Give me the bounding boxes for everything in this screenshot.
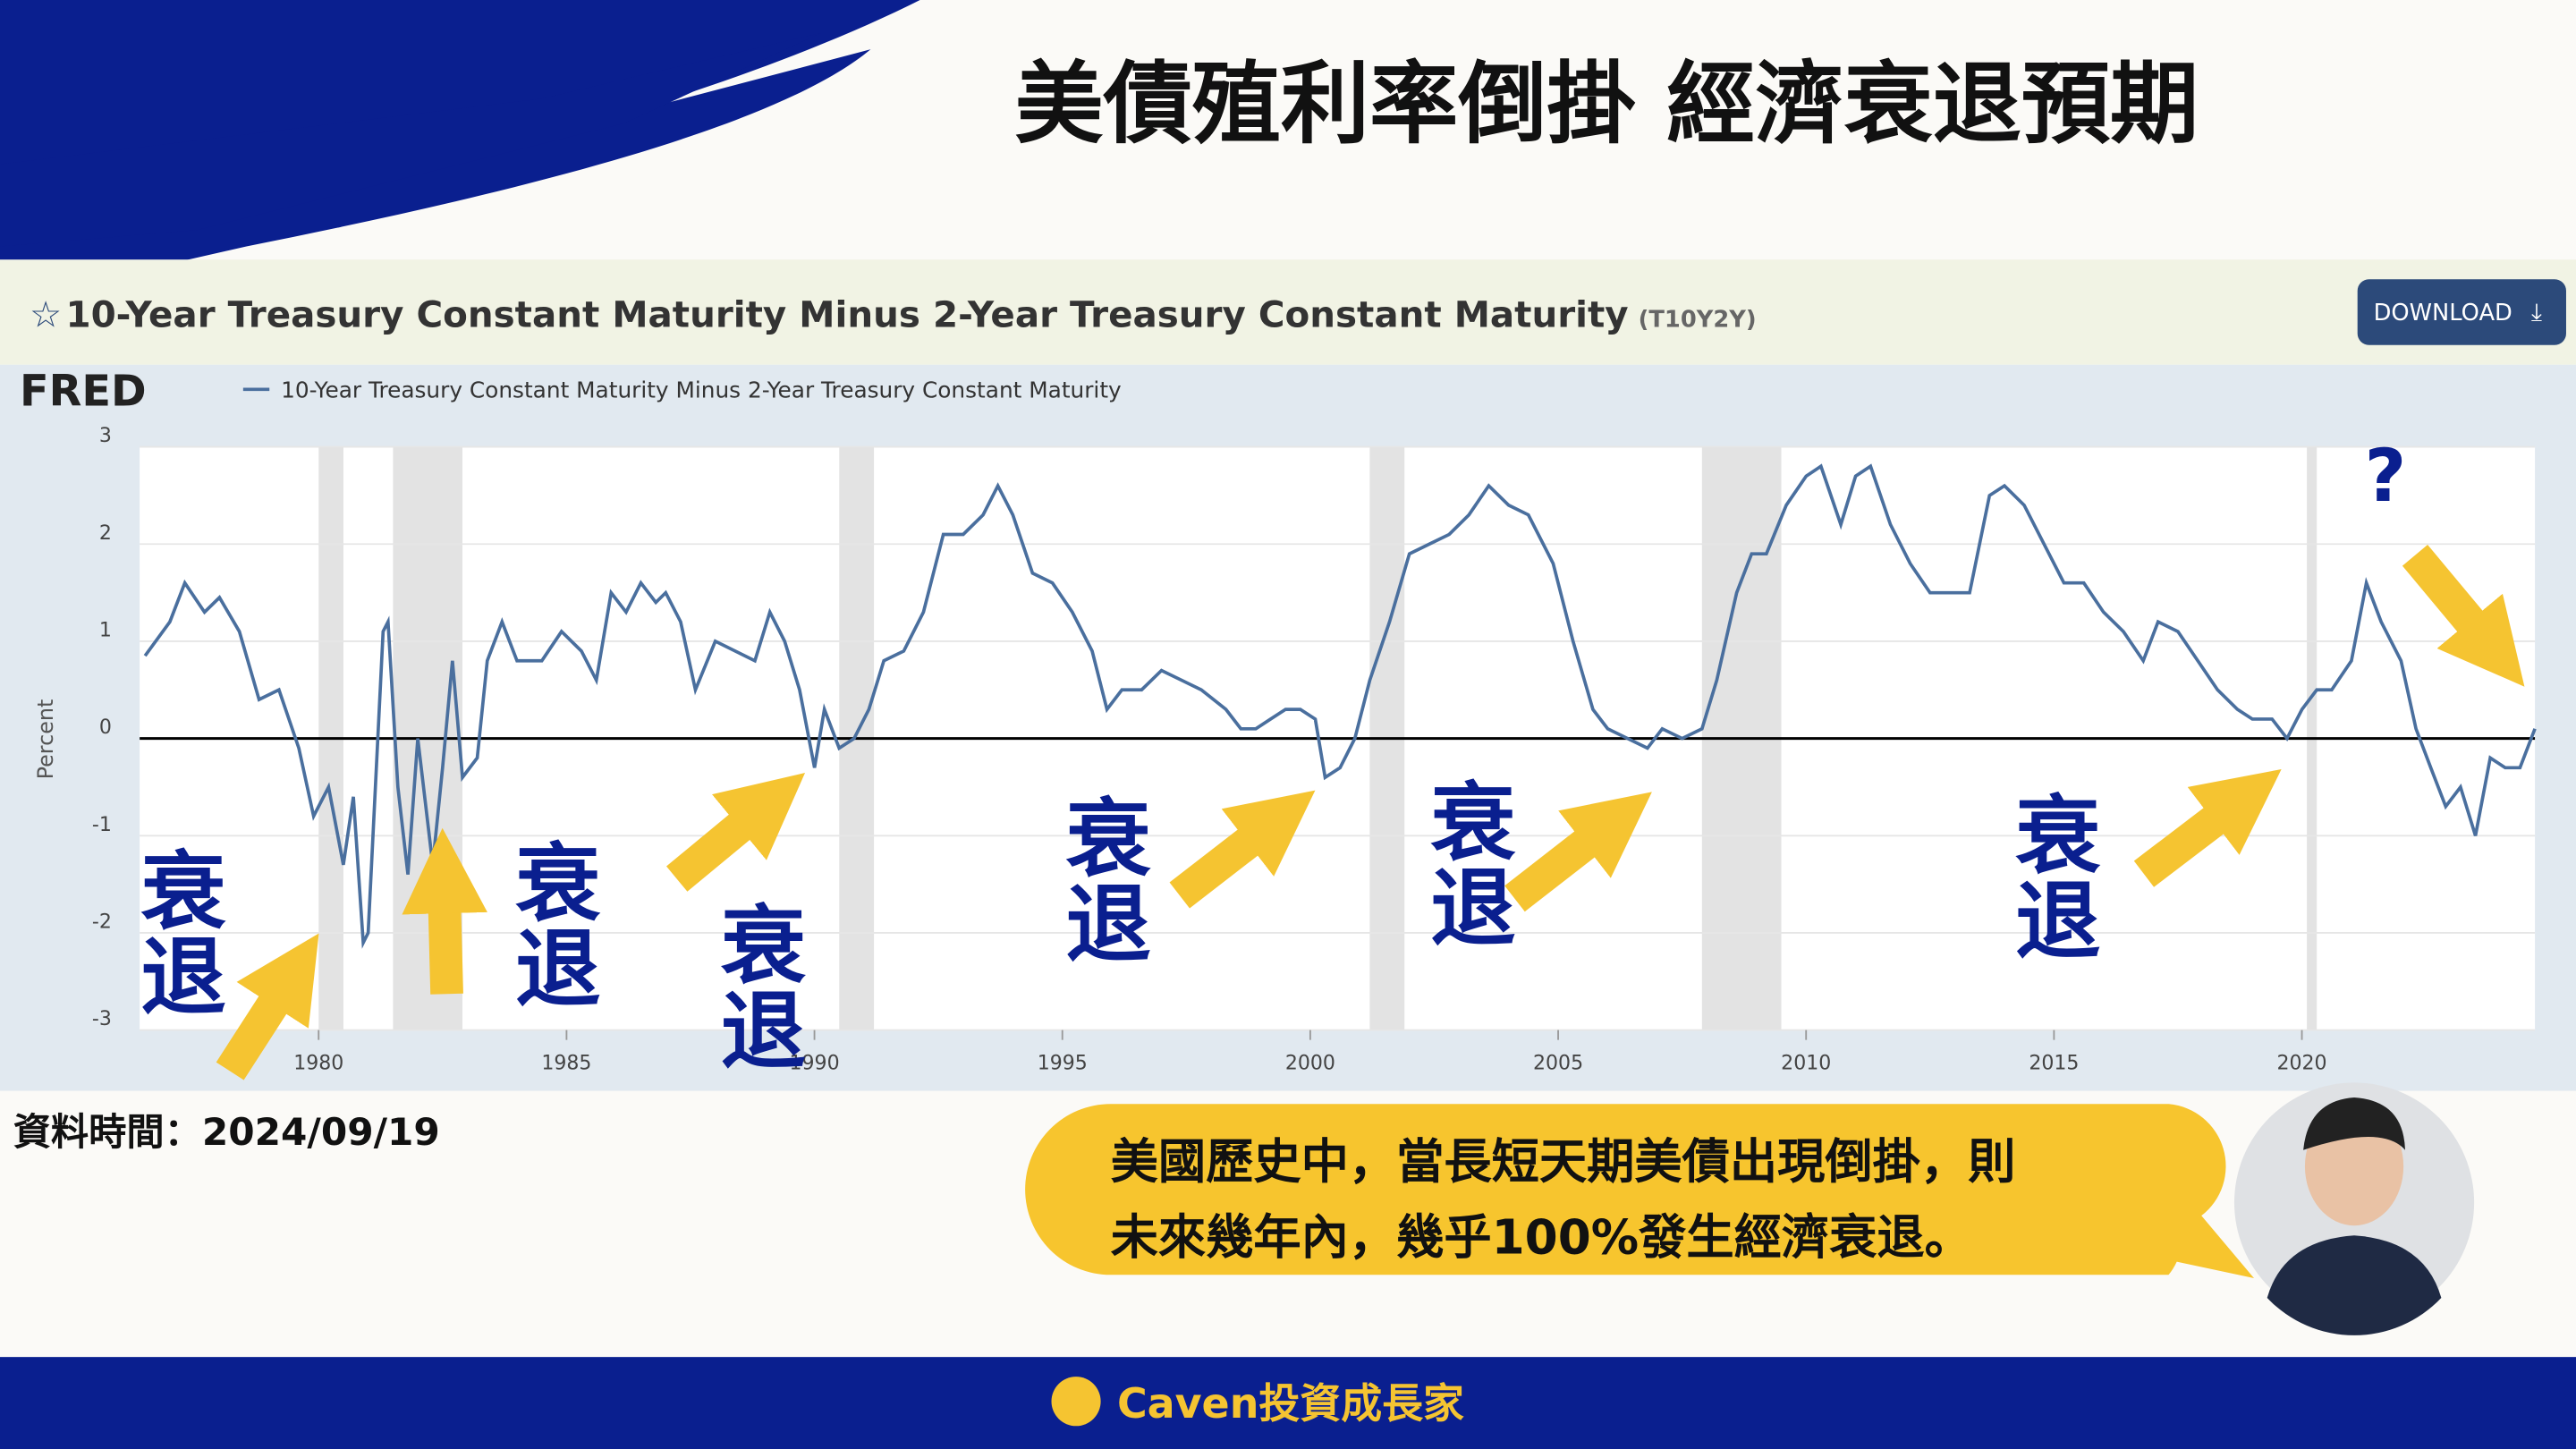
footer-logo [1051, 1377, 1101, 1427]
avatar-suit [2267, 1235, 2442, 1335]
recession-label: 衰退 [1415, 777, 1515, 948]
date-note: 資料時間：2024/09/19 [13, 1110, 440, 1154]
fred-title-text: 10-Year Treasury Constant Maturity Minus… [65, 293, 1628, 336]
star-icon: ☆ [30, 293, 62, 336]
x-tick-label: 2005 [1533, 1053, 1583, 1075]
arrows [216, 545, 2525, 1080]
bubble-line: 未來幾年內，幾乎100%發生經濟衰退。 [1111, 1209, 1972, 1265]
x-tick-label: 1990 [790, 1053, 840, 1075]
recession-label: 衰退 [126, 846, 226, 1017]
recession-label: 衰退 [1051, 793, 1151, 964]
y-tick-label: 1 [99, 619, 112, 641]
y-tick-label: -1 [92, 814, 112, 836]
question-mark: ? [2365, 435, 2407, 519]
y-tick-label: -3 [92, 1008, 112, 1030]
fred-code: (T10Y2Y) [1639, 307, 1757, 334]
x-tick-label: 1985 [541, 1053, 591, 1075]
fred-header [0, 259, 2576, 365]
y-tick-label: 3 [99, 425, 112, 447]
y-axis-label: Percent [33, 699, 58, 780]
fred-title: 10-Year Treasury Constant Maturity Minus… [65, 293, 1756, 336]
recession-label: 衰退 [706, 901, 806, 1072]
download-label[interactable]: DOWNLOAD [2374, 300, 2512, 326]
download-button[interactable] [2357, 279, 2566, 345]
x-tick-label: 2000 [1285, 1053, 1335, 1075]
footer-band [0, 1357, 2576, 1449]
download-icon: ⤓ [2531, 298, 2542, 326]
legend-label: 10-Year Treasury Constant Maturity Minus… [281, 377, 1122, 402]
bubble-line: 美國歷史中，當長短天期美債出現倒掛，則 [1111, 1134, 2016, 1190]
y-tick-label: 0 [99, 716, 112, 739]
series-line [143, 463, 2537, 949]
footer-brand: Caven投資成長家 [1117, 1379, 1464, 1428]
recession-label: 衰退 [2000, 790, 2100, 961]
fred-logo: FRED [20, 368, 147, 417]
brush-stroke [0, 32, 822, 247]
x-tick-label: 1980 [293, 1053, 343, 1075]
x-tick-label: 2010 [1781, 1053, 1831, 1075]
y-tick-label: -2 [92, 911, 112, 933]
x-tick-label: 2020 [2277, 1053, 2327, 1075]
x-tick-label: 1995 [1038, 1053, 1088, 1075]
avatar-hair [2303, 1097, 2405, 1150]
x-tick-label: 2015 [2029, 1053, 2079, 1075]
main-title: 美債殖利率倒掛 經濟衰退預期 [1014, 54, 2199, 157]
y-tick-label: 2 [99, 522, 112, 545]
recession-label: 衰退 [500, 838, 600, 1009]
speech-bubble [1025, 1104, 2254, 1278]
